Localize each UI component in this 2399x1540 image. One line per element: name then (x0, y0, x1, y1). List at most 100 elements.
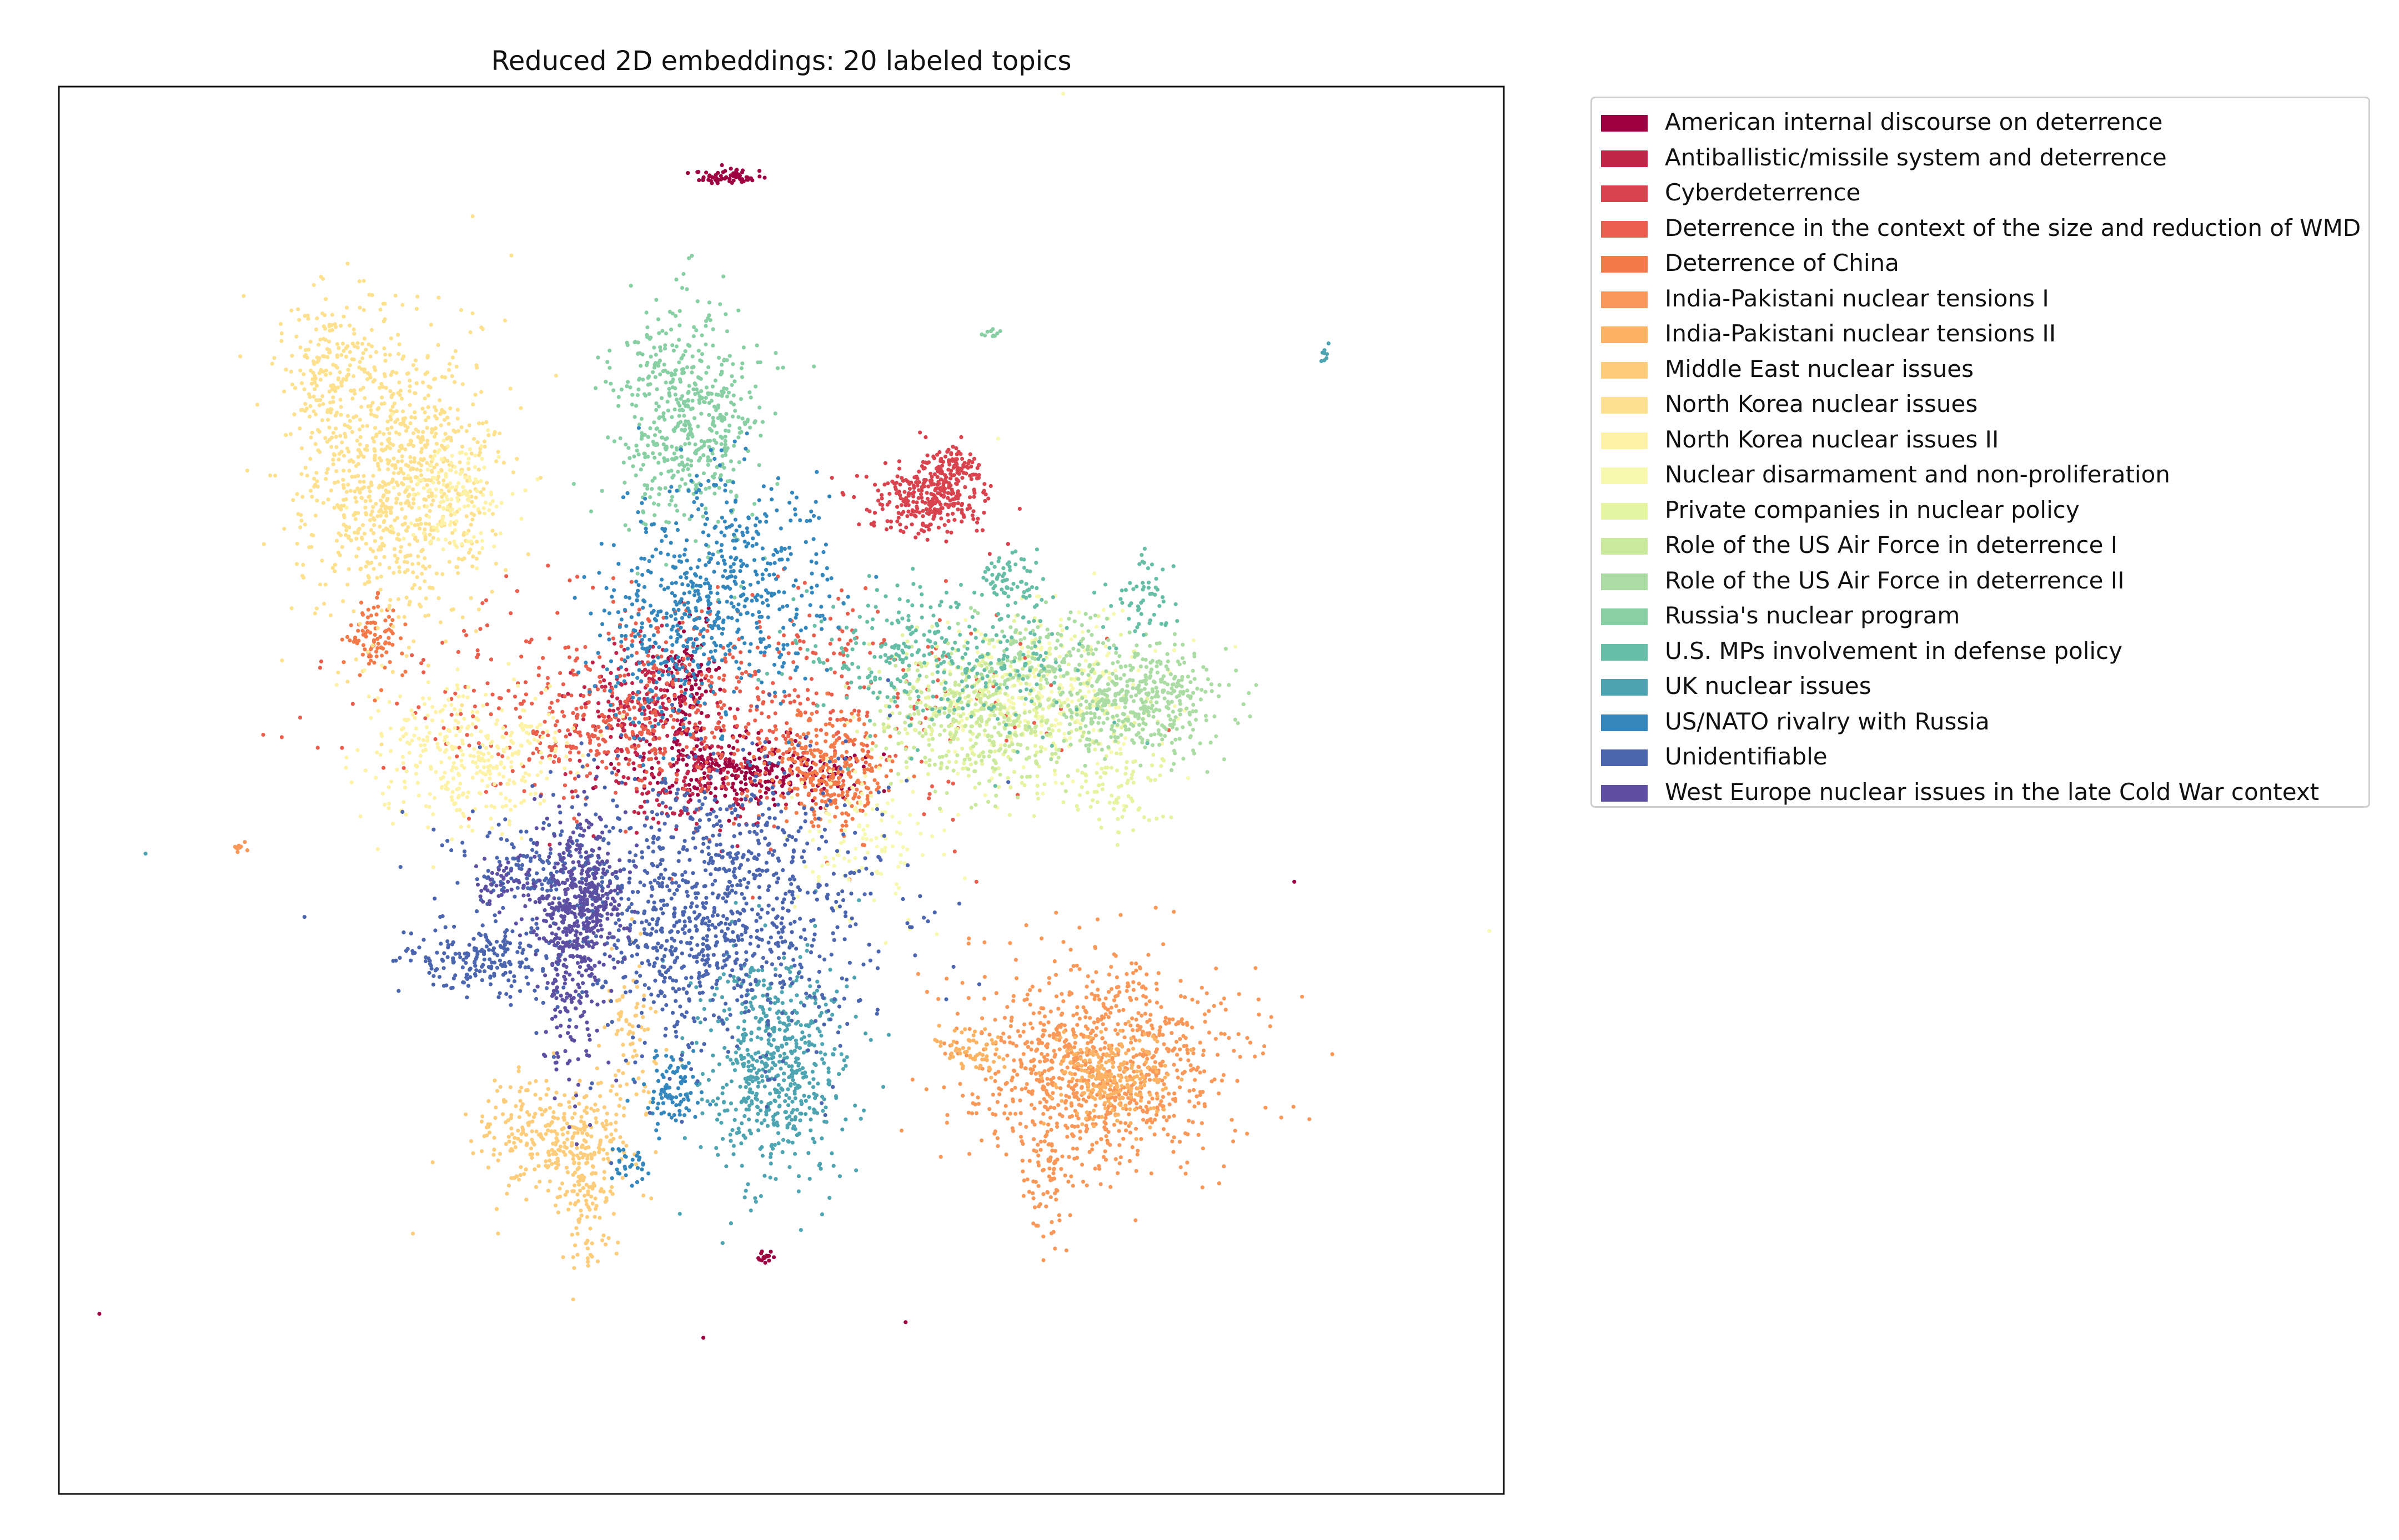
data-point (383, 359, 388, 363)
data-point (1022, 1178, 1026, 1182)
data-point (548, 706, 552, 710)
data-point (763, 1260, 767, 1265)
data-point (840, 811, 845, 816)
data-point (1118, 913, 1123, 917)
data-point (955, 470, 960, 475)
data-point (869, 756, 874, 760)
data-point (1088, 1036, 1093, 1040)
data-point (865, 743, 869, 748)
data-point (832, 763, 837, 768)
data-point (585, 1133, 590, 1137)
data-point (348, 425, 352, 430)
data-point (780, 767, 785, 772)
data-point (526, 1121, 530, 1125)
data-point (1212, 1077, 1217, 1081)
data-point (1071, 1146, 1075, 1151)
data-point (917, 469, 921, 474)
data-point (411, 501, 416, 506)
data-point (360, 628, 365, 633)
data-point (1050, 1066, 1054, 1071)
data-point (1131, 1046, 1136, 1051)
data-point (1072, 1063, 1077, 1068)
data-point (1118, 1120, 1123, 1125)
data-point (839, 709, 844, 714)
data-point (318, 582, 323, 587)
data-point (539, 691, 544, 695)
data-point (1130, 1145, 1135, 1150)
data-point (964, 471, 968, 476)
data-point (1075, 1011, 1079, 1016)
data-point (966, 942, 971, 946)
data-point (862, 685, 866, 690)
data-point (608, 1189, 613, 1194)
data-point (429, 502, 434, 507)
data-point (454, 565, 459, 570)
data-point (498, 1151, 503, 1156)
data-point (1118, 1096, 1122, 1101)
data-point (590, 1201, 595, 1206)
data-point (1256, 997, 1261, 1001)
data-point (441, 726, 446, 730)
data-point (1003, 1104, 1008, 1108)
data-point (694, 710, 699, 714)
data-point (410, 653, 414, 657)
data-point (674, 777, 679, 782)
data-point (604, 1135, 609, 1139)
data-point (1131, 1028, 1135, 1033)
data-point (571, 1156, 575, 1161)
data-point (899, 1128, 904, 1133)
data-point (676, 757, 681, 762)
data-point (1198, 1070, 1202, 1075)
data-point (739, 797, 744, 802)
data-point (970, 460, 975, 465)
data-point (1221, 1073, 1226, 1077)
data-point (1200, 985, 1204, 990)
series-2 (830, 430, 1022, 556)
data-point (698, 748, 702, 752)
data-point (844, 749, 849, 754)
data-point (675, 772, 679, 777)
data-point (1030, 984, 1035, 989)
data-point (480, 1114, 485, 1119)
data-point (814, 788, 818, 792)
data-point (697, 779, 701, 784)
data-point (1129, 1086, 1133, 1091)
data-point (395, 537, 399, 541)
data-point (609, 734, 613, 739)
data-point (955, 457, 959, 461)
data-point (716, 751, 720, 756)
data-point (1236, 1032, 1241, 1036)
data-point (1016, 1029, 1020, 1033)
data-point (425, 426, 429, 430)
data-point (1134, 1053, 1139, 1058)
data-point (361, 351, 365, 355)
data-point (612, 766, 616, 771)
data-point (509, 1126, 514, 1131)
data-point (531, 1115, 536, 1119)
data-point (767, 771, 772, 776)
data-point (929, 522, 933, 527)
data-point (899, 503, 904, 507)
data-point (585, 1256, 590, 1261)
data-point (892, 481, 897, 486)
data-point (391, 624, 395, 629)
data-point (586, 1264, 590, 1268)
data-point (544, 1093, 549, 1097)
data-point (980, 1138, 984, 1143)
data-point (930, 502, 935, 507)
data-point (971, 1101, 975, 1105)
data-point (1086, 1088, 1090, 1092)
data-point (925, 491, 929, 495)
data-point (898, 522, 902, 527)
data-point (1052, 1166, 1056, 1171)
data-point (1091, 1088, 1095, 1093)
data-point (1006, 542, 1010, 546)
data-point (1116, 1171, 1120, 1175)
data-point (371, 505, 375, 509)
data-point (372, 531, 376, 536)
data-point (855, 759, 860, 763)
data-point (809, 677, 814, 681)
data-point (860, 748, 865, 752)
data-point (522, 789, 526, 793)
data-point (1162, 1082, 1166, 1086)
